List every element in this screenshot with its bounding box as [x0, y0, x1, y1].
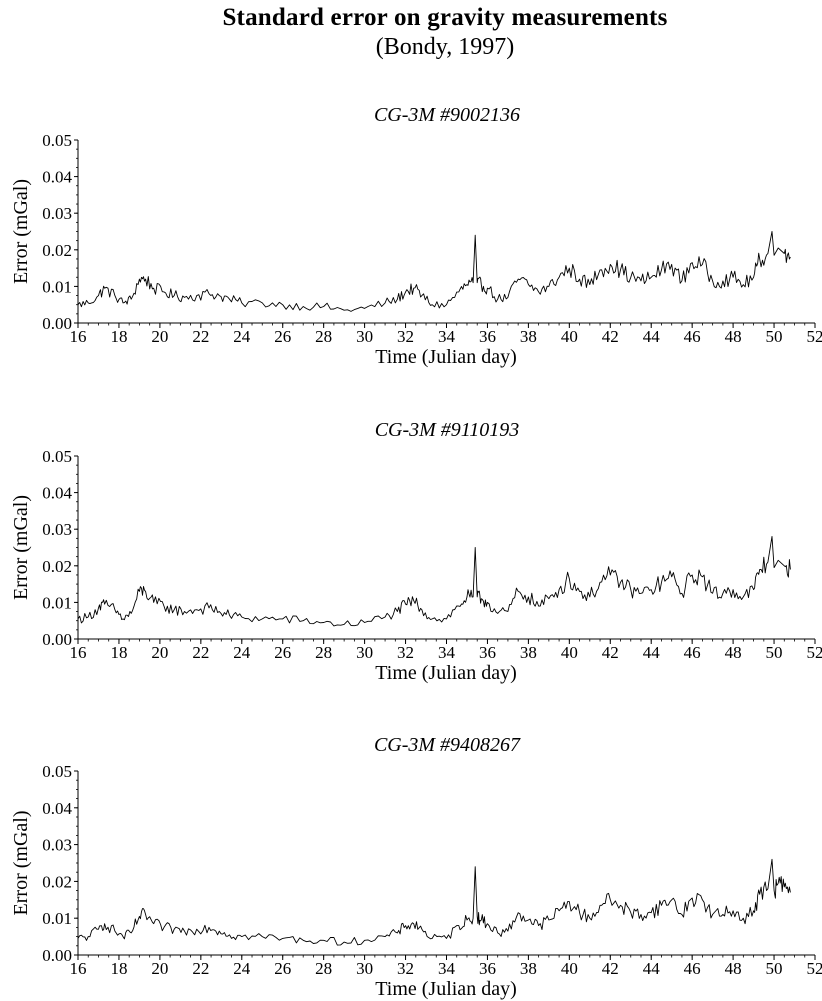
x-tick-label: 30 — [356, 643, 373, 662]
x-tick-label: 32 — [397, 327, 414, 346]
x-tick-label: 36 — [479, 643, 496, 662]
x-tick-label: 26 — [274, 643, 291, 662]
x-tick-label: 16 — [70, 643, 87, 662]
x-tick-label: 18 — [110, 643, 127, 662]
x-tick-label: 52 — [807, 327, 822, 346]
x-tick-label: 52 — [807, 959, 822, 978]
y-tick-label: 0.01 — [42, 909, 72, 928]
x-tick-label: 44 — [643, 643, 661, 662]
y-tick-label: 0.04 — [42, 799, 72, 818]
x-tick-label: 48 — [725, 959, 742, 978]
y-tick-label: 0.04 — [42, 484, 72, 503]
y-tick-label: 0.01 — [42, 277, 72, 296]
x-tick-label: 32 — [397, 643, 414, 662]
y-tick-label: 0.00 — [42, 630, 72, 649]
x-tick-label: 50 — [766, 959, 783, 978]
y-tick-label: 0.05 — [42, 447, 72, 466]
series-line — [77, 858, 791, 946]
x-tick-label: 20 — [151, 327, 168, 346]
x-tick-label: 22 — [192, 327, 209, 346]
x-tick-label: 34 — [438, 643, 456, 662]
x-tick-label: 28 — [315, 959, 332, 978]
y-tick-label: 0.01 — [42, 593, 72, 612]
y-tick-label: 0.02 — [42, 241, 72, 260]
page-title: Standard error on gravity measurements — [222, 4, 668, 31]
x-tick-label: 24 — [233, 643, 251, 662]
y-axis-label: Error (mGal) — [10, 179, 32, 284]
chart-title: CG-3M #9408267 — [374, 734, 521, 756]
x-tick-label: 26 — [274, 327, 291, 346]
y-tick-label: 0.02 — [42, 872, 72, 891]
y-tick-label: 0.02 — [42, 557, 72, 576]
x-axis-label: Time (Julian day) — [375, 978, 516, 1000]
x-tick-label: 28 — [315, 327, 332, 346]
x-tick-label: 50 — [766, 643, 783, 662]
x-tick-label: 30 — [356, 327, 373, 346]
y-axis-label: Error (mGal) — [10, 495, 32, 600]
x-tick-label: 38 — [520, 959, 537, 978]
x-tick-label: 42 — [602, 643, 619, 662]
y-tick-label: 0.00 — [42, 946, 72, 965]
y-axis-label: Error (mGal) — [10, 811, 32, 916]
y-tick-label: 0.03 — [42, 520, 72, 539]
x-tick-label: 44 — [643, 959, 661, 978]
x-tick-label: 38 — [520, 643, 537, 662]
x-tick-label: 32 — [397, 959, 414, 978]
x-tick-label: 36 — [479, 327, 496, 346]
x-tick-label: 30 — [356, 959, 373, 978]
y-tick-label: 0.05 — [42, 762, 72, 781]
x-tick-label: 40 — [561, 959, 578, 978]
x-tick-label: 46 — [684, 327, 701, 346]
x-tick-label: 42 — [602, 959, 619, 978]
y-tick-label: 0.04 — [42, 168, 72, 187]
x-tick-label: 20 — [151, 643, 168, 662]
x-tick-label: 24 — [233, 959, 251, 978]
x-tick-label: 46 — [684, 643, 701, 662]
x-axis-label: Time (Julian day) — [375, 662, 516, 684]
chart-title: CG-3M #9110193 — [375, 419, 520, 441]
y-tick-label: 0.03 — [42, 836, 72, 855]
x-tick-label: 20 — [151, 959, 168, 978]
x-tick-label: 44 — [643, 327, 661, 346]
x-tick-label: 16 — [70, 327, 87, 346]
y-tick-label: 0.05 — [42, 131, 72, 150]
x-tick-label: 52 — [807, 643, 822, 662]
y-tick-label: 0.00 — [42, 314, 72, 333]
x-tick-label: 24 — [233, 327, 251, 346]
x-tick-label: 40 — [561, 643, 578, 662]
y-tick-label: 0.03 — [42, 204, 72, 223]
x-tick-label: 34 — [438, 327, 456, 346]
x-tick-label: 18 — [110, 959, 127, 978]
x-tick-label: 22 — [192, 959, 209, 978]
x-tick-label: 50 — [766, 327, 783, 346]
x-tick-label: 22 — [192, 643, 209, 662]
x-axis-label: Time (Julian day) — [375, 346, 516, 368]
x-tick-label: 26 — [274, 959, 291, 978]
series-line — [77, 536, 791, 627]
x-tick-label: 42 — [602, 327, 619, 346]
x-tick-label: 28 — [315, 643, 332, 662]
x-tick-label: 48 — [725, 643, 742, 662]
x-tick-label: 48 — [725, 327, 742, 346]
x-tick-label: 38 — [520, 327, 537, 346]
series-line — [77, 231, 791, 312]
x-tick-label: 16 — [70, 959, 87, 978]
x-tick-label: 34 — [438, 959, 456, 978]
page-subtitle: (Bondy, 1997) — [375, 34, 515, 60]
x-tick-label: 40 — [561, 327, 578, 346]
x-tick-label: 46 — [684, 959, 701, 978]
chart-title: CG-3M #9002136 — [374, 104, 520, 126]
x-tick-label: 18 — [110, 327, 127, 346]
x-tick-label: 36 — [479, 959, 496, 978]
